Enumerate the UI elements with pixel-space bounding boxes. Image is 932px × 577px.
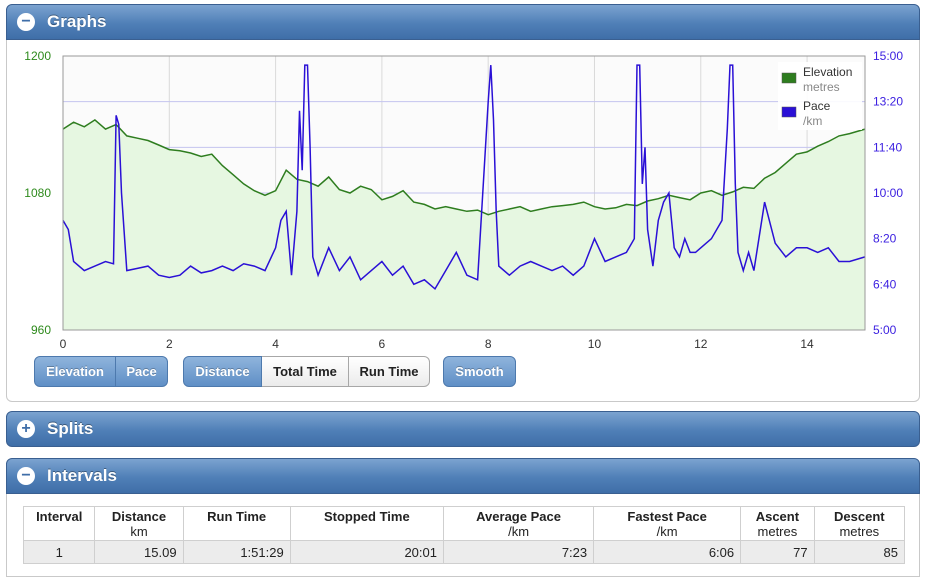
col-stopped-time: Stopped Time [289, 506, 444, 541]
smooth-toggle-group: Smooth [443, 356, 516, 387]
splits-panel-header[interactable]: + Splits [6, 411, 920, 447]
legend-swatch [781, 106, 797, 118]
col-distance: Distance km [94, 506, 184, 541]
table-row[interactable]: 1 15.09 1:51:29 20:01 7:23 6:06 77 85 [22, 540, 906, 564]
cell-distance: 15.09 [94, 540, 184, 564]
col-run-time: Run Time [182, 506, 291, 541]
x-tick-label: 6 [379, 337, 386, 351]
table-header-row: Interval Distance km Run Time Stopped Tim… [22, 506, 906, 541]
distance-axis-button[interactable]: Distance [183, 356, 262, 387]
x-axis-toggle-group: Distance Total Time Run Time [183, 356, 430, 387]
graphs-panel-title: Graphs [47, 12, 107, 31]
intervals-table: Interval Distance km Run Time Stopped Tim… [22, 506, 906, 564]
x-tick-label: 12 [694, 337, 708, 351]
smooth-button[interactable]: Smooth [443, 356, 516, 387]
y-right-tick-label: 11:40 [873, 140, 902, 154]
splits-panel-title: Splits [47, 419, 94, 438]
x-tick-label: 8 [485, 337, 492, 351]
plot-border [62, 55, 866, 331]
y-right-tick-label: 5:00 [873, 323, 897, 337]
elevation-series-line [62, 118, 866, 216]
y-left-tick-label: 1080 [24, 186, 51, 200]
legend-swatch [781, 72, 797, 84]
x-tick-label: 10 [588, 337, 602, 351]
pace-series-line [62, 64, 866, 291]
x-tick-label: 4 [272, 337, 279, 351]
graphs-panel-header[interactable]: − Graphs [6, 4, 920, 40]
total-time-axis-button[interactable]: Total Time [262, 356, 349, 387]
y-right-tick-label: 8:20 [873, 232, 897, 246]
y-left-tick-label: 960 [31, 323, 51, 337]
col-fastest-pace: Fastest Pace/km [593, 506, 742, 541]
cell-run-time: 1:51:29 [182, 540, 291, 564]
metric-toggle-group: Elevation Pace [34, 356, 168, 387]
y-right-tick-label: 10:00 [873, 186, 903, 200]
intervals-panel-header[interactable]: − Intervals [6, 458, 920, 494]
cell-interval: 1 [22, 540, 96, 564]
minus-icon[interactable]: − [17, 13, 35, 31]
col-ascent: Ascent metres [740, 506, 815, 541]
cell-average-pace: 7:23 [442, 540, 595, 564]
legend-unit: /km [803, 114, 822, 128]
minus-icon[interactable]: − [17, 467, 35, 485]
x-tick-label: 0 [60, 337, 67, 351]
run-time-axis-button[interactable]: Run Time [349, 356, 430, 387]
intervals-panel-title: Intervals [47, 466, 117, 485]
y-left-tick-label: 1200 [24, 49, 51, 63]
x-tick-label: 2 [166, 337, 173, 351]
col-average-pace: Average Pace/km [442, 506, 595, 541]
graph-chart: 0 2 4 6 8 10 12 14 960 1080 1200 5:00 6:40 8:20 10:00 1… [24, 49, 903, 351]
pace-toggle-button[interactable]: Pace [116, 356, 168, 387]
plus-icon[interactable]: + [17, 420, 35, 438]
cell-fastest-pace: 6:06 [593, 540, 742, 564]
elevation-area [63, 119, 865, 331]
legend-label: Elevation [803, 65, 852, 79]
col-descent: Descent metres [813, 506, 906, 541]
y-right-tick-label: 6:40 [873, 277, 897, 291]
cell-stopped-time: 20:01 [289, 540, 444, 564]
x-tick-label: 14 [800, 337, 814, 351]
y-right-tick-label: 15:00 [873, 49, 903, 63]
legend-label: Pace [803, 99, 831, 113]
legend-unit: metres [803, 80, 840, 94]
col-interval: Interval [22, 506, 96, 541]
elevation-toggle-button[interactable]: Elevation [34, 356, 116, 387]
cell-ascent: 77 [740, 540, 815, 564]
y-right-tick-label: 13:20 [873, 95, 903, 109]
cell-descent: 85 [813, 540, 906, 564]
